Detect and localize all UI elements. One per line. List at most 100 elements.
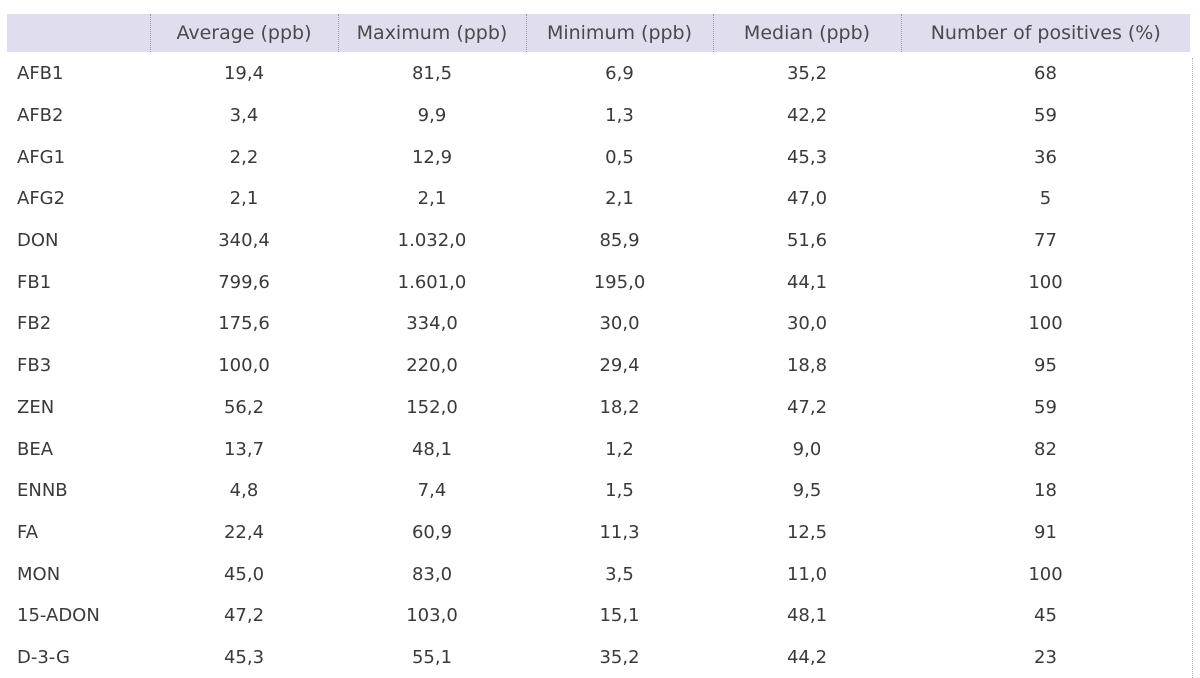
table-row: FB2 175,6 334,0 30,0 30,0 100 — [7, 303, 1190, 345]
minimum-value: 6,9 — [605, 63, 634, 85]
average-value: 3,4 — [229, 105, 259, 127]
median-value: 11,0 — [786, 563, 828, 585]
header-maximum: Maximum (ppb) — [337, 14, 526, 52]
minimum-value: 18,2 — [599, 396, 640, 418]
table-row: FB1 799,6 1.601,0 195,0 44,1 100 — [7, 261, 1190, 303]
maximum-value: 1.601,0 — [397, 271, 467, 293]
minimum-value: 3,5 — [605, 563, 634, 585]
minimum-value: 29,4 — [599, 355, 640, 377]
average-value: 175,6 — [218, 313, 270, 335]
positives-value: 91 — [1034, 521, 1057, 543]
table-row: D-3-G 45,3 55,1 35,2 44,2 23 — [7, 637, 1190, 678]
table-row: AFB2 3,4 9,9 1,3 42,2 59 — [7, 95, 1190, 137]
mycotoxin-name: 15-ADON — [17, 605, 100, 627]
positives-value: 59 — [1034, 396, 1057, 418]
minimum-value: 2,1 — [605, 188, 634, 210]
mycotoxin-name: FA — [17, 521, 39, 543]
median-value: 12,5 — [786, 521, 828, 543]
maximum-value: 60,9 — [411, 521, 453, 543]
average-value: 2,1 — [229, 188, 259, 210]
table-row: FA 22,4 60,9 11,3 12,5 91 — [7, 512, 1190, 554]
table-row: BEA 13,7 48,1 1,2 9,0 82 — [7, 428, 1190, 470]
average-value: 56,2 — [223, 396, 265, 418]
mycotoxin-name: FB2 — [17, 313, 52, 335]
positives-value: 23 — [1034, 646, 1057, 668]
maximum-value: 334,0 — [406, 313, 458, 335]
table-row: ENNB 4,8 7,4 1,5 9,5 18 — [7, 470, 1190, 512]
maximum-value: 81,5 — [411, 63, 453, 85]
minimum-value: 1,2 — [605, 438, 634, 460]
average-value: 4,8 — [229, 480, 259, 502]
header-positives: Number of positives (%) — [900, 14, 1190, 52]
positives-value: 68 — [1034, 63, 1057, 85]
average-value: 45,0 — [223, 563, 265, 585]
positives-value: 100 — [1028, 271, 1063, 293]
maximum-value: 55,1 — [411, 646, 453, 668]
minimum-value: 0,5 — [605, 146, 634, 168]
mycotoxin-name: DON — [17, 230, 59, 252]
maximum-value: 2,1 — [417, 188, 447, 210]
mycotoxin-name: AFB2 — [17, 105, 64, 127]
table-row: FB3 100,0 220,0 29,4 18,8 95 — [7, 345, 1190, 387]
table-right-border — [1192, 58, 1193, 678]
mycotoxin-name: ENNB — [17, 480, 68, 502]
positives-value: 18 — [1034, 480, 1057, 502]
minimum-value: 1,3 — [605, 105, 634, 127]
average-value: 100,0 — [218, 355, 270, 377]
positives-value: 100 — [1028, 313, 1063, 335]
median-value: 9,0 — [792, 438, 822, 460]
median-value: 30,0 — [786, 313, 828, 335]
median-value: 44,1 — [786, 271, 828, 293]
table-row: MON 45,0 83,0 3,5 11,0 100 — [7, 553, 1190, 595]
median-value: 44,2 — [786, 646, 828, 668]
minimum-value: 11,3 — [599, 521, 640, 543]
minimum-value: 1,5 — [605, 480, 634, 502]
positives-value: 95 — [1034, 355, 1057, 377]
mycotoxin-name: AFB1 — [17, 63, 64, 85]
mycotoxin-name: ZEN — [17, 396, 55, 418]
table-row: ZEN 56,2 152,0 18,2 47,2 59 — [7, 387, 1190, 429]
table-row: AFG2 2,1 2,1 2,1 47,0 5 — [7, 178, 1190, 220]
maximum-value: 103,0 — [406, 605, 458, 627]
median-value: 51,6 — [786, 230, 828, 252]
maximum-value: 12,9 — [411, 146, 453, 168]
positives-value: 100 — [1028, 563, 1063, 585]
median-value: 48,1 — [786, 605, 828, 627]
table-row: AFG1 2,2 12,9 0,5 45,3 36 — [7, 136, 1190, 178]
table-row: DON 340,4 1.032,0 85,9 51,6 77 — [7, 220, 1190, 262]
maximum-value: 9,9 — [417, 105, 447, 127]
header-minimum: Minimum (ppb) — [525, 14, 713, 52]
positives-value: 82 — [1034, 438, 1057, 460]
table-body: AFB1 19,4 81,5 6,9 35,2 68 AFB2 3,4 9,9 1,3 42,2 59… — [7, 52, 1190, 678]
positives-value: 77 — [1034, 230, 1057, 252]
median-value: 9,5 — [792, 480, 822, 502]
average-value: 47,2 — [223, 605, 265, 627]
average-value: 45,3 — [223, 646, 265, 668]
median-value: 35,2 — [786, 63, 828, 85]
median-value: 47,2 — [786, 396, 828, 418]
median-value: 47,0 — [786, 188, 828, 210]
table-header-row: Average (ppb) Maximum (ppb) Minimum (ppb… — [7, 14, 1190, 52]
mycotoxin-name: AFG2 — [17, 188, 66, 210]
average-value: 799,6 — [218, 271, 270, 293]
header-median: Median (ppb) — [712, 14, 901, 52]
average-value: 19,4 — [223, 63, 265, 85]
maximum-value: 1.032,0 — [397, 230, 467, 252]
header-average: Average (ppb) — [149, 14, 338, 52]
table-row: 15-ADON 47,2 103,0 15,1 48,1 45 — [7, 595, 1190, 637]
mycotoxin-name: FB3 — [17, 355, 52, 377]
positives-value: 45 — [1034, 605, 1057, 627]
table-row: AFB1 19,4 81,5 6,9 35,2 68 — [7, 52, 1190, 95]
median-value: 42,2 — [786, 105, 828, 127]
minimum-value: 195,0 — [593, 271, 646, 293]
average-value: 22,4 — [223, 521, 265, 543]
minimum-value: 35,2 — [599, 646, 640, 668]
mycotoxin-name: BEA — [17, 438, 54, 460]
maximum-value: 83,0 — [411, 563, 453, 585]
median-value: 45,3 — [786, 146, 828, 168]
maximum-value: 48,1 — [411, 438, 453, 460]
maximum-value: 220,0 — [406, 355, 458, 377]
positives-value: 59 — [1034, 105, 1057, 127]
average-value: 340,4 — [218, 230, 270, 252]
